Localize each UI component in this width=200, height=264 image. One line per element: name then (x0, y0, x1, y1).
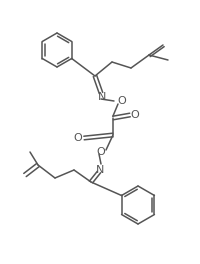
Text: O: O (130, 110, 139, 120)
Text: O: O (117, 96, 126, 106)
Text: N: N (97, 92, 106, 102)
Text: O: O (73, 133, 82, 143)
Text: O: O (96, 147, 105, 157)
Text: N: N (95, 165, 104, 175)
